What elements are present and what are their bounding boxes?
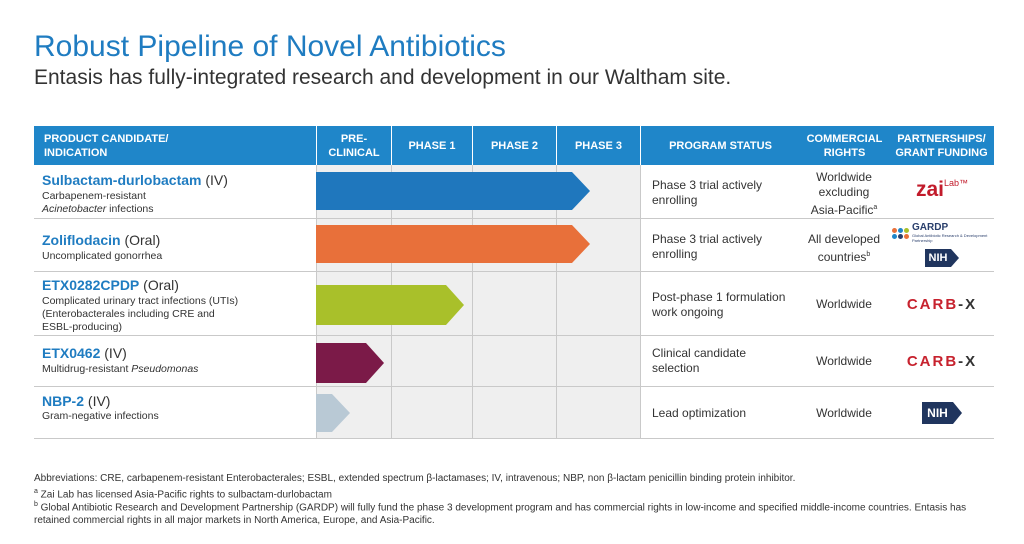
program-status: Post-phase 1 formulation work ongoing [652,290,786,319]
commercial-rights: Worldwide [816,354,872,368]
footnote-a: a Zai Lab has licensed Asia-Pacific righ… [34,488,332,501]
carb-x-logo: CARB-X [906,295,978,313]
product-indication: Multidrug-resistant Pseudomonas [42,363,199,375]
progress-arrow [316,343,384,383]
progress-arrow [316,172,590,210]
progress-arrow-shape [316,225,590,263]
row-divider [34,335,994,336]
row-divider [34,218,994,219]
gardp-nih-logos: GARDP Global Antibiotic Research & Develo… [892,220,992,270]
product-indication: Complicated urinary tract infections (UT… [42,295,239,333]
footnote-abbreviations: Abbreviations: CRE, carbapenem-resistant… [34,473,796,484]
header-partnerships: PARTNERSHIPS/GRANT FUNDING [889,126,994,165]
program-status: Phase 3 trial actively enrolling [652,178,763,207]
product-name: ETX0282CPDP (Oral) [42,277,179,293]
row-divider [34,271,994,272]
progress-arrow [316,285,464,325]
progress-arrow-shape [316,285,464,325]
commercial-rights: Worldwide [816,297,872,311]
page-title: Robust Pipeline of Novel Antibiotics [34,30,506,63]
nih-logo: NIH [892,401,992,425]
header-phase-3: PHASE 3 [556,126,640,165]
product-indication: Gram-negative infections [42,410,159,422]
progress-arrow [316,394,350,432]
program-status: Clinical candidate selection [652,346,747,375]
program-status: Lead optimization [652,406,747,420]
progress-arrow-fill [316,172,590,210]
nih-logo: NIH [924,249,960,267]
product-name: ETX0462 (IV) [42,345,127,361]
grid-divider [556,165,557,439]
product-indication: Uncomplicated gonorrhea [42,250,163,262]
product-indication: Carbapenem-resistant Acinetobacter infec… [42,190,154,215]
header-commercial-rights: COMMERCIAL RIGHTS [800,126,889,165]
header-product: PRODUCT CANDIDATE/INDICATION [34,126,316,165]
progress-arrow [316,225,590,263]
footnote-b: b Global Antibiotic Research and Develop… [34,501,967,527]
grid-divider [640,165,641,439]
commercial-rights: Worldwide [816,406,872,420]
header-program-status: PROGRAM STATUS [640,126,800,165]
grid-divider [472,165,473,439]
row-divider [34,386,994,387]
progress-arrow-shape [316,343,384,383]
progress-arrow-shape [316,394,350,432]
progress-arrow-shape [316,172,590,210]
page-subtitle: Entasis has fully-integrated research an… [34,66,732,89]
progress-arrow-fill [316,285,464,325]
product-name: Sulbactam-durlobactam (IV) [42,172,228,188]
product-name: Zoliflodacin (Oral) [42,232,161,248]
program-status: Phase 3 trial actively enrolling [652,232,763,261]
header-phase-2: PHASE 2 [472,126,556,165]
progress-arrow-fill [316,225,590,263]
progress-arrow-fill [316,343,384,383]
header-preclinical: PRE- CLINICAL [316,126,391,165]
carb-x-logo: CARB-X [906,352,978,370]
row-divider [34,438,994,439]
gardp-logo: GARDP Global Antibiotic Research & Develo… [892,223,992,243]
commercial-rights: All developed countriesb [807,232,881,264]
commercial-rights: Worldwide excluding Asia-Pacifica [810,170,878,217]
header-phase-1: PHASE 1 [391,126,472,165]
progress-arrow-fill [316,394,350,432]
zai-lab-logo: zaiLab™ [915,178,969,201]
product-name: NBP-2 (IV) [42,393,111,409]
